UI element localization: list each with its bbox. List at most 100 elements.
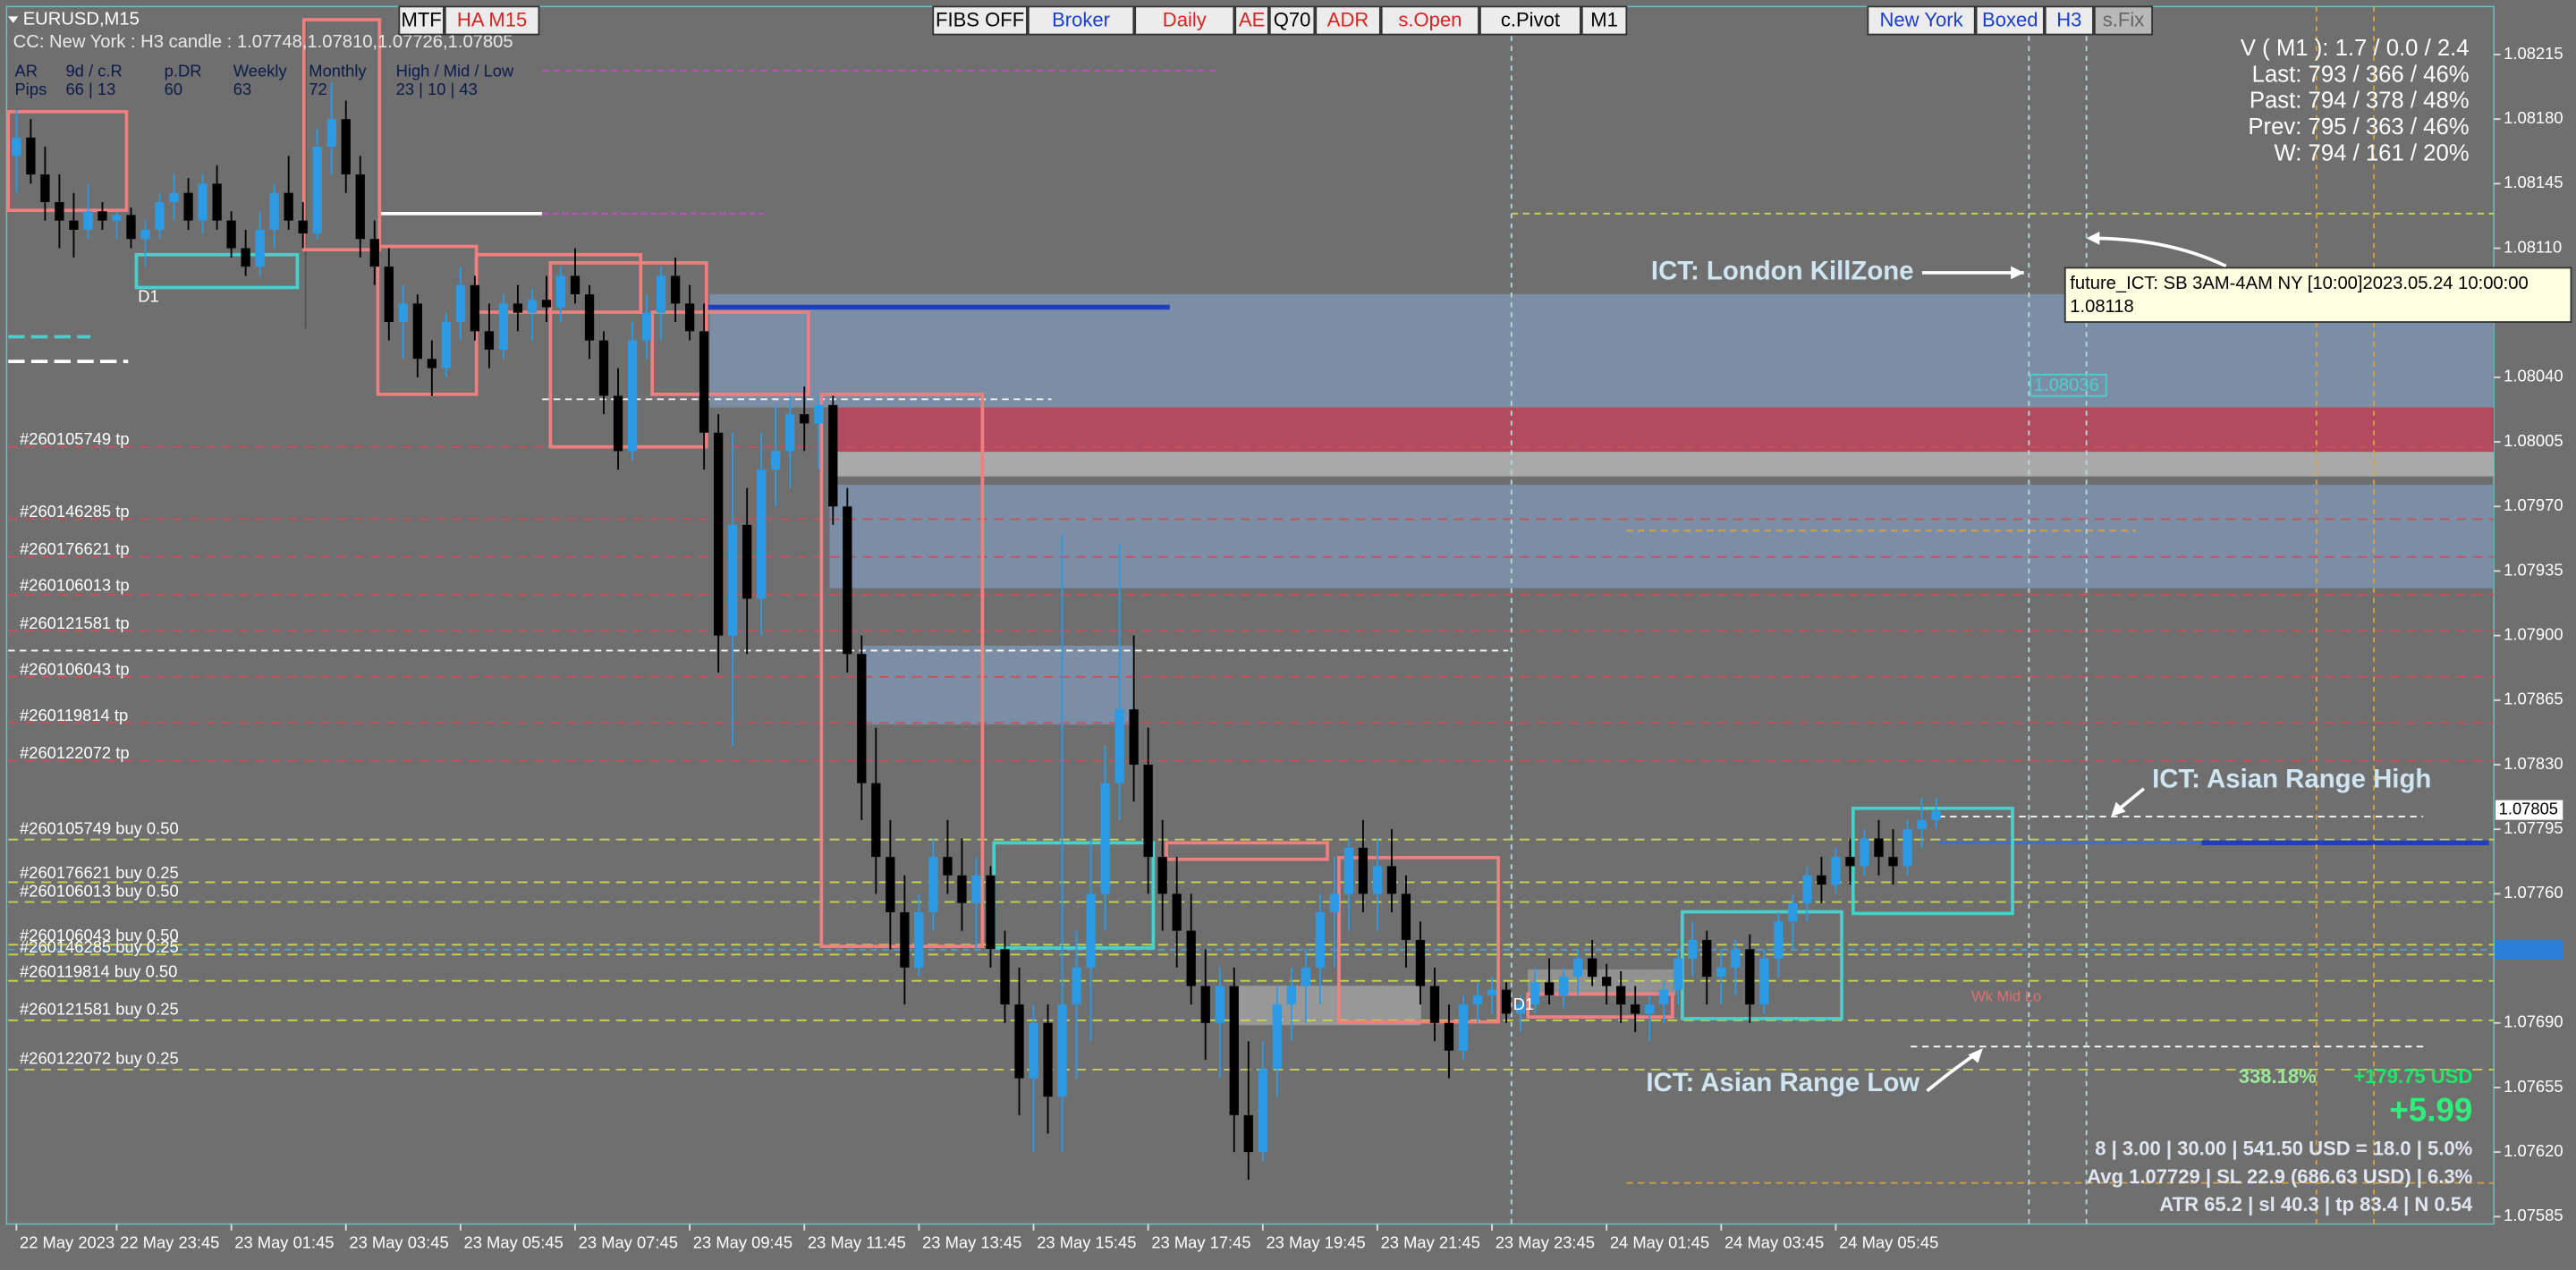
toolbar-button[interactable]	[1479, 5, 1581, 36]
stats-cell: 60	[165, 80, 182, 98]
range-box	[474, 252, 643, 314]
range-box	[1526, 992, 1674, 1019]
marker-label: D1	[138, 286, 158, 305]
candle-body	[1874, 838, 1884, 858]
candle-body	[140, 229, 150, 240]
x-tick-label: 23 May 01:45	[234, 1232, 334, 1251]
toolbar-button-label: ADR	[1327, 9, 1369, 31]
candle-body	[1631, 1004, 1640, 1014]
toolbar-button[interactable]	[1268, 5, 1316, 36]
y-tick-label: 1.07585	[2504, 1206, 2563, 1224]
candle-body	[1157, 857, 1167, 894]
candle-body	[900, 912, 910, 968]
order-label: #260106043 buy 0.50	[20, 926, 179, 944]
order-label: #260106013 tp	[20, 576, 130, 595]
toolbar-button[interactable]	[932, 5, 1028, 36]
candle-body	[1000, 949, 1010, 1005]
toolbar-button-label: Daily	[1163, 9, 1207, 31]
candle-body	[155, 201, 165, 230]
toolbar-button[interactable]	[1867, 5, 1976, 36]
candle-body	[828, 404, 838, 507]
order-label: #260121581 buy 0.25	[20, 1000, 179, 1019]
toolbar-button[interactable]	[1027, 5, 1135, 36]
candle-body	[1057, 1004, 1067, 1097]
candle-body	[800, 414, 809, 424]
toolbar-button[interactable]	[1234, 5, 1269, 36]
toolbar-button[interactable]	[1134, 5, 1235, 36]
candle-body	[470, 284, 480, 332]
toolbar-button-label: Q70	[1274, 9, 1311, 31]
x-tick-label: 22 May 23:45	[120, 1232, 219, 1251]
candle-body	[1501, 989, 1512, 1014]
candle-body	[613, 395, 623, 452]
candle-body	[555, 275, 566, 308]
toolbar-button[interactable]	[1315, 5, 1381, 36]
toolbar-button-label: s.Open	[1398, 9, 1462, 31]
candle-body	[212, 183, 222, 221]
stats-cell: p.DR	[165, 62, 202, 80]
stats-cell: AR	[15, 62, 38, 80]
candle-body	[1544, 982, 1555, 995]
candle-body	[169, 192, 179, 202]
arrow-head	[2011, 266, 2024, 280]
candle-body	[584, 294, 595, 341]
x-tick-label: 24 May 03:45	[1724, 1232, 1824, 1251]
y-tick-label: 1.08180	[2504, 108, 2563, 127]
range-box	[1337, 856, 1500, 1024]
candle-body	[1072, 967, 1081, 1005]
candle-body	[1315, 912, 1325, 968]
toolbar-button[interactable]	[2093, 5, 2154, 36]
toolbar-button-label: c.Pivot	[1501, 9, 1560, 31]
tooltip-line: 1.08118	[2070, 297, 2133, 317]
candle-body	[1573, 958, 1583, 978]
toolbar-button-label: Boxed	[1982, 9, 2038, 31]
zone	[862, 645, 1134, 725]
candle-body	[126, 215, 136, 240]
toolbar-button-label: HA M15	[457, 9, 527, 31]
y-tick-label: 1.07795	[2504, 818, 2563, 837]
toolbar-button[interactable]	[2044, 5, 2094, 36]
candle-body	[1487, 989, 1497, 995]
x-tick-label: 23 May 09:45	[693, 1232, 792, 1251]
annotation: ICT: Asian Range Low	[1646, 1068, 1919, 1097]
toolbar-button-label: New York	[1880, 9, 1964, 31]
range-box	[134, 252, 300, 290]
order-label: #260105749 buy 0.50	[20, 819, 179, 838]
y-tick-label: 1.07935	[2504, 560, 2563, 579]
toolbar-button[interactable]	[1975, 5, 2045, 36]
candle-body	[1759, 958, 1769, 1005]
toolbar-button[interactable]	[444, 5, 540, 36]
candle-body	[269, 192, 279, 230]
candle-body	[971, 875, 981, 903]
order-label: #260119814 buy 0.50	[20, 961, 177, 980]
order-label: #260176621 tp	[20, 539, 130, 558]
x-tick-label: 23 May 23:45	[1496, 1232, 1595, 1251]
x-tick-label: 23 May 15:45	[1037, 1232, 1136, 1251]
candle-body	[1845, 857, 1855, 867]
x-tick-label: 23 May 21:45	[1381, 1232, 1480, 1251]
candle-body	[326, 119, 336, 148]
toolbar-button[interactable]	[1380, 5, 1479, 36]
candle-body	[298, 220, 308, 234]
tooltip-line: future_ICT: SB 3AM-4AM NY [10:00]2023.05…	[2070, 274, 2528, 293]
candle-body	[1029, 1022, 1038, 1079]
candle-body	[1917, 819, 1927, 830]
candle-body	[355, 174, 365, 240]
toolbar-button[interactable]	[1580, 5, 1628, 36]
symbol: EURUSD,M15	[23, 9, 140, 29]
candle-body	[886, 857, 895, 913]
candle-body	[1343, 847, 1354, 894]
candle-body	[1558, 977, 1569, 995]
order-label: #260122072 tp	[20, 743, 130, 762]
candle-body	[284, 192, 293, 221]
candle-body	[1831, 857, 1841, 885]
range-box	[1165, 841, 1329, 861]
candle-body	[843, 506, 852, 655]
stats-cell: High / Mid / Low	[396, 62, 514, 80]
toolbar-button[interactable]	[398, 5, 445, 36]
stats-cell: 23 | 10 | 43	[396, 80, 478, 98]
y-tick-label: 1.07620	[2504, 1141, 2563, 1160]
x-tick-label: 24 May 01:45	[1610, 1232, 1709, 1251]
stats-cell: Monthly	[309, 62, 367, 80]
